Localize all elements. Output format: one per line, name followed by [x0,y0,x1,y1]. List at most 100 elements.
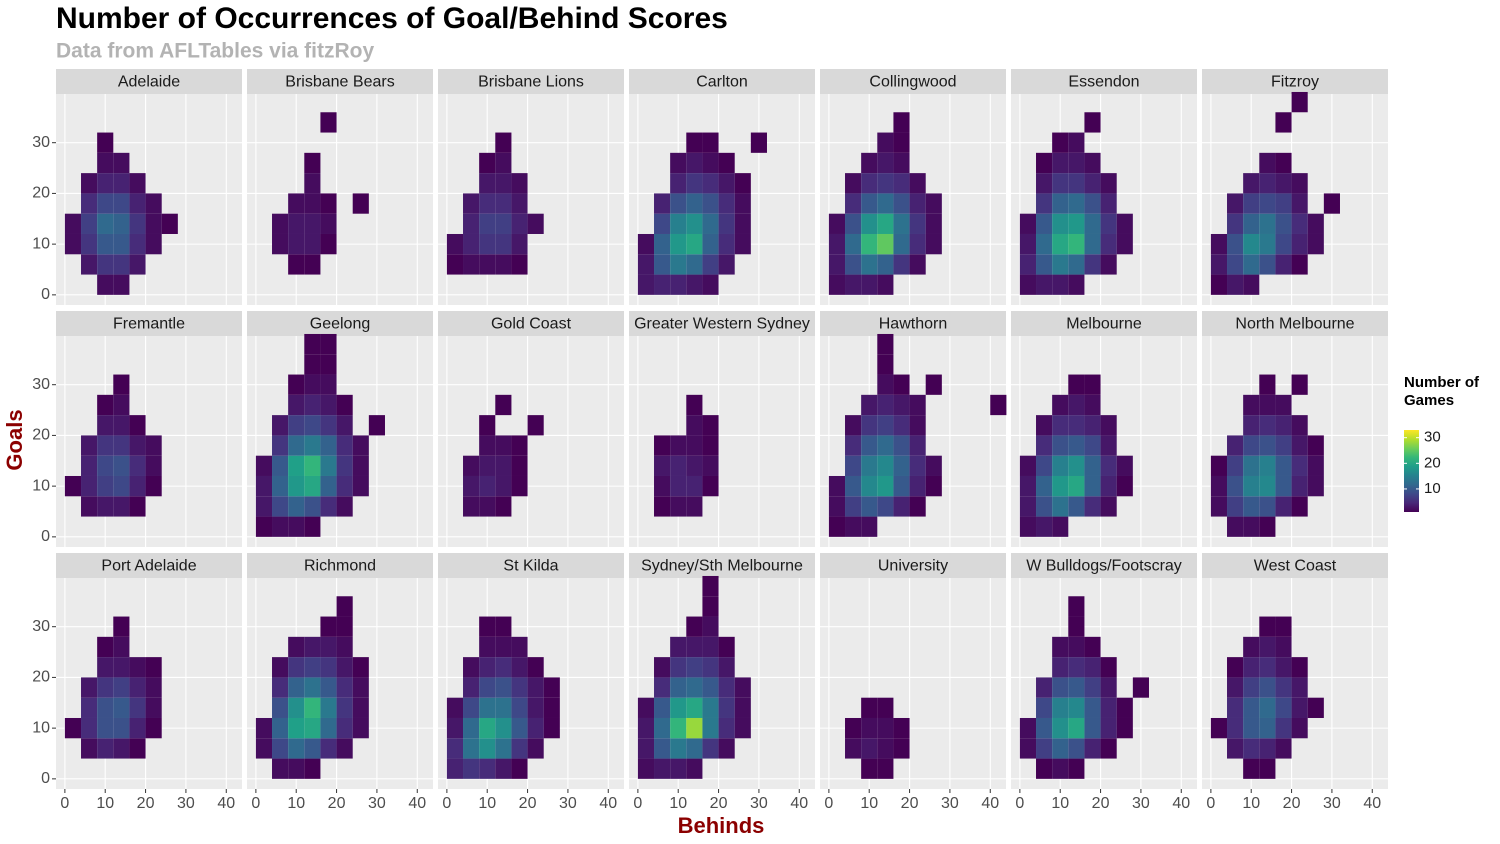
x-tick-label: 40 [217,795,235,812]
heat-cell [1323,193,1340,214]
heat-cell [1068,152,1085,174]
heat-cell [1084,657,1101,678]
heat-cell [129,435,146,456]
heat-cell [511,173,528,194]
heat-cell [272,455,289,476]
heat-cell [877,697,894,718]
heat-cell [81,193,98,214]
heat-cell [1068,455,1085,476]
heat-cell [1291,455,1308,476]
heat-cell [1068,274,1085,295]
strip [1011,69,1197,94]
heat-cell [845,193,862,214]
heat-cell [336,616,353,637]
heat-cell [1084,677,1101,698]
heat-cell [654,435,671,456]
heat-cell [113,374,130,395]
heat-cell [479,152,496,174]
heat-cell [1275,254,1292,275]
heat-cell [368,415,385,436]
x-tick-label: 40 [408,795,426,812]
heat-cell [511,636,528,658]
heat-cell [463,717,480,739]
heat-cell [495,616,512,637]
heat-cell [670,213,687,234]
heat-cell [861,516,878,537]
heat-cell [463,738,480,759]
y-tick-label: 0 [41,770,50,787]
strip-label: Sydney/Sth Melbourne [641,558,803,575]
heat-cell [288,394,305,416]
heat-cell [877,435,894,456]
strip-label: Richmond [304,558,376,575]
heat-cell [463,677,480,698]
heat-cell [495,193,512,214]
heat-cell [877,354,894,375]
strip-label: Greater Western Sydney [634,316,810,333]
heat-cell [654,717,671,739]
heat-cell [527,697,544,718]
heat-cell [129,496,146,517]
heat-cell [845,717,862,739]
heat-cell [1036,738,1053,759]
heat-cell [845,233,862,255]
heat-cell [288,758,305,779]
heat-cell [1275,738,1292,759]
heat-cell [1291,496,1308,517]
heat-cell [1100,717,1117,739]
heat-cell [861,435,878,456]
heat-cell [1227,193,1244,214]
heat-cell [320,738,337,759]
strip-label: Fremantle [113,316,185,333]
heat-cell [495,455,512,476]
heat-cell [81,233,98,255]
heat-cell [718,173,735,194]
heat-cell [1116,717,1133,739]
heat-cell [97,697,114,718]
heat-cell [304,455,321,476]
heat-cell [255,496,273,517]
heat-cell [1052,475,1069,497]
heat-cell [702,697,719,718]
heat-cell [1068,394,1085,416]
heat-cell [877,193,894,214]
heat-cell [925,374,942,395]
heat-cell [1259,374,1276,395]
heat-cell [1227,496,1244,517]
heat-cell [718,657,735,678]
heat-cell [1291,657,1308,678]
heat-cell [161,213,178,234]
heat-cell [336,697,353,718]
heat-cell [1068,374,1085,395]
heat-cell [654,496,671,517]
x-tick-label: 30 [177,795,195,812]
heat-cell [272,496,289,517]
heat-cell [336,596,353,617]
x-tick-label: 0 [60,795,69,812]
heat-cell [734,717,751,739]
heat-cell [718,254,735,275]
heat-cell [320,354,337,375]
heat-cell [145,455,162,476]
heat-cell [1243,717,1260,739]
heat-cell [479,717,496,739]
heat-cell [145,717,162,739]
heat-cell [909,475,926,497]
heat-cell [877,274,894,295]
strip [438,311,624,336]
heat-cell [495,233,512,255]
heat-cell [255,717,273,739]
strip [56,69,242,94]
heat-cell [1291,213,1308,234]
heat-cell [877,415,894,436]
heat-cell [145,657,162,678]
heat-cell [637,254,655,275]
heat-cell [511,233,528,255]
heat-cell [670,717,687,739]
heat-cell [1084,455,1101,476]
heat-cell [1259,193,1276,214]
heat-cell [129,475,146,497]
heat-cell [1036,677,1053,698]
heat-cell [1068,697,1085,718]
heat-cell [1275,616,1292,637]
